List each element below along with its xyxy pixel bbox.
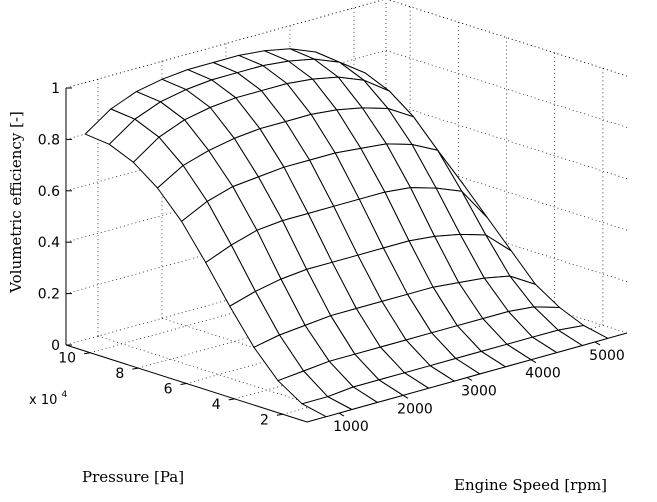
y-tick-label: 6 [164,382,173,398]
y-axis-label: Pressure [Pa] [82,468,184,486]
y-tick-label: 10 [58,351,76,367]
surface-patch [301,396,353,418]
y-tick-mark [180,383,187,385]
y-tick-mark [276,413,283,416]
z-tick-label: 0.8 [38,132,60,148]
y-axis-exponent-base: x 10 [29,393,57,408]
x-tick-label: 5000 [589,348,625,364]
x-tick-label: 3000 [461,384,497,400]
x-tick-mark [530,359,537,364]
z-tick-label: 0.4 [38,235,60,251]
x-tick-mark [594,341,601,346]
x-tick-mark [402,394,409,399]
y-tick-mark [228,398,235,401]
x-tick-label: 1000 [333,419,369,435]
x-tick-mark [338,412,345,417]
x-tick-label: 2000 [397,401,433,417]
label-layer: Volumetric efficiency [-] Pressure [Pa] … [7,81,625,494]
y-tick-label: 4 [212,397,221,413]
z-tick-label: 0.6 [38,184,60,200]
x-tick-mark [466,377,473,381]
z-tick-label: 0.2 [38,287,60,303]
y-tick-label: 2 [260,412,269,428]
mesh-layer [84,48,609,418]
y-tick-mark [84,352,91,355]
y-tick-label: 8 [115,366,124,382]
x-tick-label: 4000 [525,366,561,382]
y-axis-exponent: x 10 4 [29,390,68,408]
z-axis-label: Volumetric efficiency [-] [7,111,25,294]
z-tick-label: 1 [51,81,60,97]
y-tick-mark [132,367,139,370]
x-axis-label: Engine Speed [rpm] [454,476,607,494]
z-tick-label: 0 [51,338,60,354]
y-axis-exponent-power: 4 [62,390,68,400]
grid-line [65,0,384,89]
